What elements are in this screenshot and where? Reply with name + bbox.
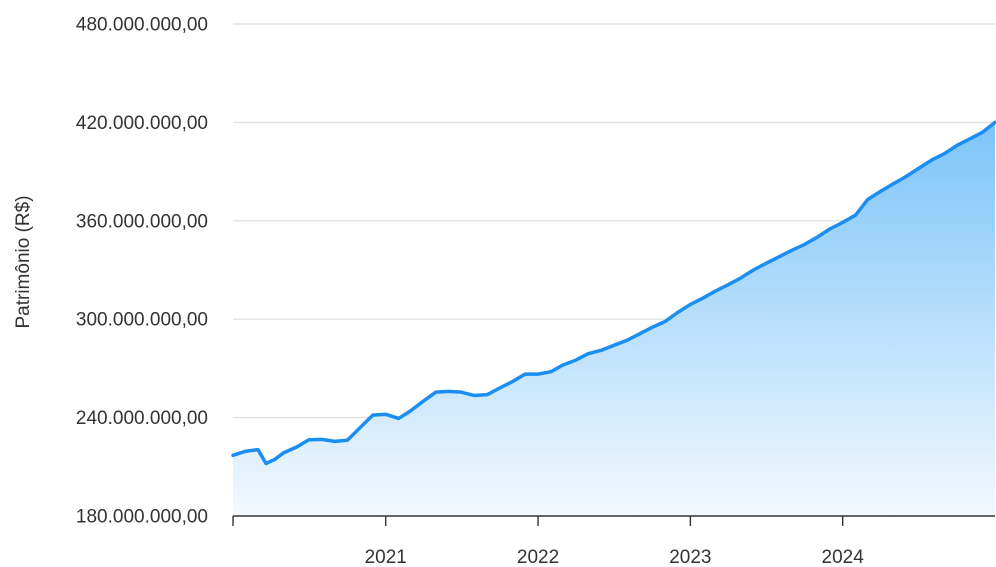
area-series [231, 120, 996, 517]
x-tick-label: 2022 [517, 547, 559, 567]
y-tick-label: 480.000.000,00 [76, 15, 208, 36]
x-axis [232, 515, 995, 526]
y-tick-label: 240.000.000,00 [76, 408, 208, 429]
tick-labels: 180.000.000,00 240.000.000,00 300.000.000,… [76, 15, 864, 567]
x-tick-label: 2021 [365, 547, 407, 567]
y-tick-label: 180.000.000,00 [76, 507, 208, 528]
x-tick-label: 2023 [669, 547, 711, 567]
y-tick-label: 300.000.000,00 [76, 310, 208, 331]
x-tick-label: 2024 [822, 547, 865, 567]
y-axis-title: Patrimônio (R$) [13, 195, 34, 328]
y-tick-label: 420.000.000,00 [76, 113, 208, 134]
series-line [231, 120, 996, 466]
y-tick-label: 360.000.000,00 [76, 211, 208, 232]
area-fill [233, 122, 995, 517]
